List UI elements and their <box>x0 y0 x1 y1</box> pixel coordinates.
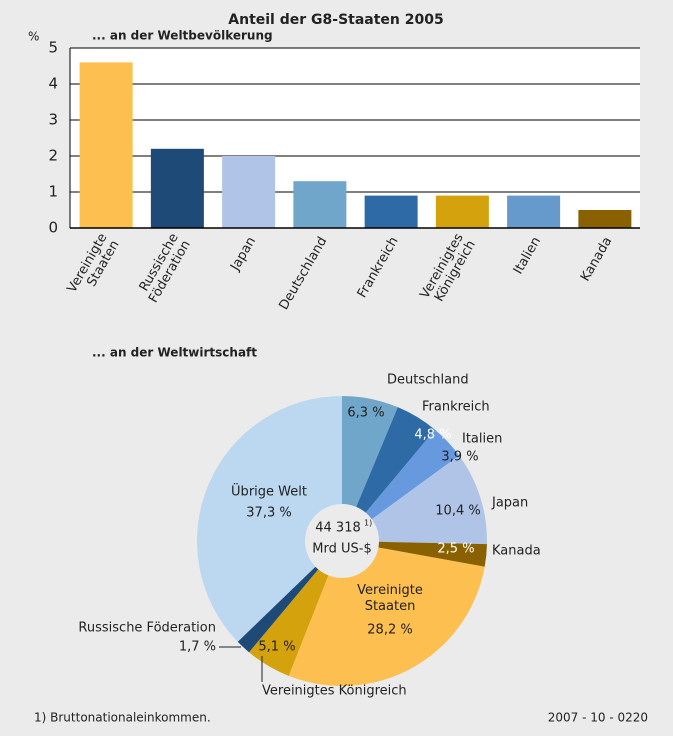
slice-value-label: 37,3 % <box>246 506 291 521</box>
pie-slice <box>249 569 329 676</box>
bar-subtitle: ... an der Weltbevölkerung <box>92 29 273 43</box>
y-tick-label: 5 <box>48 39 58 57</box>
slice-value-label: 5,1 % <box>258 640 295 655</box>
x-label-group: Japan <box>227 234 259 274</box>
x-tick-label: RussischeFöderation <box>134 231 194 306</box>
pie-subtitle: ... an der Weltwirtschaft <box>92 346 257 360</box>
center-unit: Mrd US-$ <box>312 542 371 557</box>
pie-slice <box>197 396 342 642</box>
slice-value-label: 28,2 % <box>367 623 412 638</box>
y-tick-label: 3 <box>48 111 58 129</box>
slice-label: Vereinigte Staaten <box>357 583 423 614</box>
slice-label: Übrige Welt <box>231 483 307 500</box>
slice-label: Russische Föderation <box>78 621 216 636</box>
slice-value-label: 3,9 % <box>441 450 478 465</box>
pie-slice <box>342 396 398 507</box>
slice-value-label: 4,8 % <box>414 428 451 443</box>
pie-slice <box>378 541 487 567</box>
x-label-group: Deutschland <box>276 234 330 312</box>
slice-label: Italien <box>462 432 502 447</box>
slice-value-label: 10,4 % <box>435 504 480 519</box>
slice-label: Japan <box>491 496 528 511</box>
x-tick-label: VereinigteStaaten <box>64 231 122 302</box>
bar <box>507 195 561 228</box>
y-tick-label: 1 <box>48 183 58 201</box>
pie-slice <box>288 547 485 686</box>
x-label-group: RussischeFöderation <box>134 231 194 306</box>
slice-label: Frankreich <box>422 400 490 415</box>
bar <box>578 210 632 228</box>
slice-label: Deutschland <box>387 373 469 388</box>
x-label-group: VereinigtesKönigreich <box>417 231 478 309</box>
bar <box>150 148 204 228</box>
pie-slice <box>356 407 435 513</box>
y-tick-label: 0 <box>48 219 58 237</box>
center-note: 1) <box>364 519 372 528</box>
y-axis-label: % <box>28 30 39 44</box>
x-tick-label: Italien <box>510 234 543 276</box>
bar <box>222 156 276 228</box>
x-tick-label: Deutschland <box>276 234 330 312</box>
footnote: 1) Bruttonationaleinkommen. <box>34 711 211 725</box>
slice-label: Kanada <box>492 544 541 559</box>
x-tick-label: Frankreich <box>354 234 401 300</box>
x-label-group: Frankreich <box>354 234 401 300</box>
bar <box>293 181 347 228</box>
x-label-group: Kanada <box>578 234 615 284</box>
pie-slice <box>237 566 319 653</box>
slice-value-label: 6,3 % <box>347 406 384 421</box>
x-tick-label: Kanada <box>578 234 615 284</box>
x-label-group: Italien <box>510 234 543 276</box>
pie-slice <box>371 455 488 545</box>
slice-label: Vereinigtes Königreich <box>262 684 407 699</box>
bar <box>435 195 489 228</box>
x-label-group: VereinigteStaaten <box>64 231 122 302</box>
center-value: 44 318 <box>315 521 361 536</box>
x-tick-label: Japan <box>227 234 259 274</box>
x-tick-label: VereinigtesKönigreich <box>417 231 478 309</box>
bar <box>364 195 418 228</box>
pie-slice <box>365 429 460 520</box>
y-tick-label: 4 <box>48 75 58 93</box>
slice-value-label: 1,7 % <box>179 640 216 655</box>
slice-value-label: 2,5 % <box>437 542 474 557</box>
source-code: 2007 - 10 - 0220 <box>548 711 648 725</box>
y-tick-label: 2 <box>48 147 58 165</box>
chart-title: Anteil der G8-Staaten 2005 <box>228 12 443 28</box>
bar <box>79 62 133 229</box>
